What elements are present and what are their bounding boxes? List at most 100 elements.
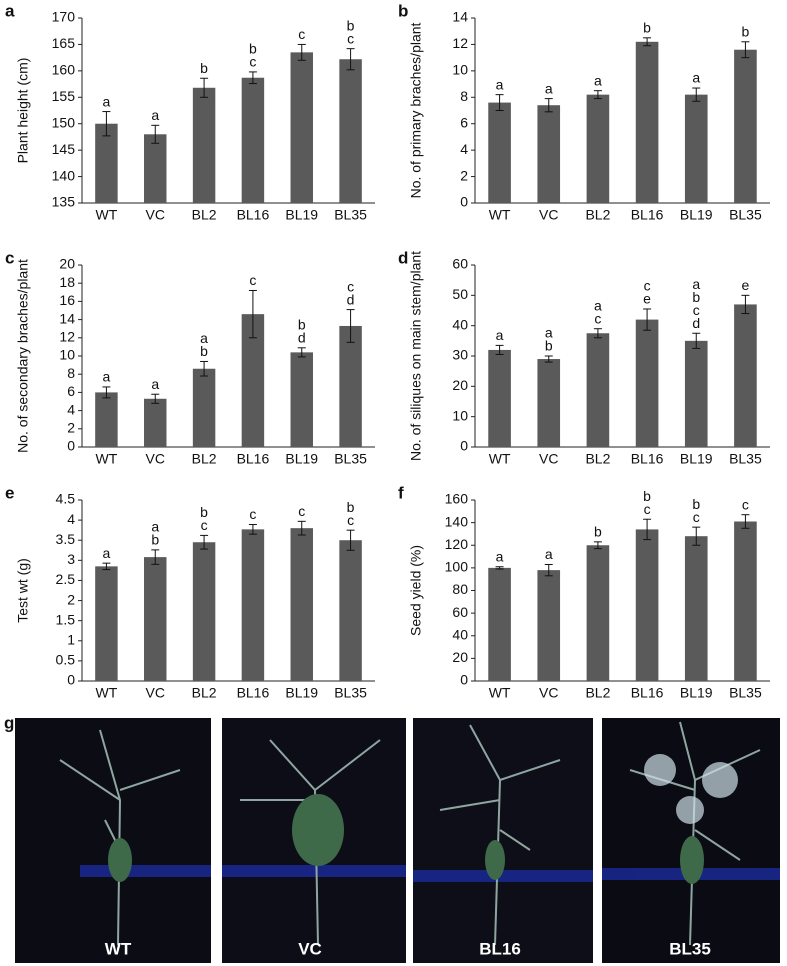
x-tick-label: VC: [146, 685, 165, 701]
bar: [586, 333, 610, 447]
error-bar: [248, 289, 257, 339]
significance-letter: b: [298, 317, 306, 333]
y-tick-label: 4: [67, 401, 75, 417]
x-tick-label: VC: [539, 207, 558, 223]
error-bar: [297, 520, 306, 536]
photo: [15, 718, 211, 963]
x-tick-label: BL35: [729, 451, 762, 467]
photo-label: BL35: [669, 939, 711, 958]
significance-letter: a: [692, 70, 700, 86]
significance-letter: a: [545, 325, 553, 341]
y-tick-label: 150: [52, 114, 76, 130]
error-bar: [692, 87, 701, 102]
y-tick-label: 140: [445, 513, 469, 529]
y-tick-label: 2: [460, 167, 468, 183]
bar: [537, 570, 561, 681]
y-tick-label: 40: [452, 316, 468, 332]
significance-letter: a: [496, 76, 504, 92]
y-tick-label: 8: [67, 365, 75, 381]
y-tick-label: 30: [452, 347, 468, 363]
significance-letter: a: [692, 276, 700, 292]
error-bar: [643, 37, 652, 47]
bar: [635, 529, 659, 681]
x-tick-label: BL35: [334, 207, 367, 223]
y-tick-label: 100: [445, 559, 469, 575]
x-tick-label: BL35: [334, 451, 367, 467]
significance-letter: b: [643, 20, 651, 36]
y-tick-label: 4.5: [56, 491, 76, 507]
y-tick-label: 1.5: [56, 611, 76, 627]
y-tick-label: 160: [445, 491, 469, 507]
significance-letter: d: [347, 291, 355, 307]
y-axis-label: Test wt (g): [15, 558, 31, 623]
significance-letter: c: [298, 503, 305, 519]
bar: [95, 123, 118, 203]
bar: [290, 352, 313, 447]
y-tick-label: 0: [460, 438, 468, 454]
x-tick-label: BL2: [192, 451, 217, 467]
significance-letter: b: [347, 499, 355, 515]
y-tick-label: 0.5: [56, 652, 76, 668]
error-bar: [741, 514, 750, 529]
error-bar: [643, 308, 652, 331]
x-tick-label: WT: [489, 207, 511, 223]
error-bar: [346, 48, 355, 71]
error-bar: [346, 309, 355, 343]
significance-letter: c: [347, 30, 354, 46]
panel-letter: d: [398, 248, 408, 267]
y-tick-label: 0: [460, 672, 468, 688]
bar: [586, 94, 610, 203]
significance-letter: b: [692, 496, 700, 512]
x-tick-label: BL16: [631, 451, 664, 467]
bar: [241, 314, 265, 447]
bar: [537, 359, 561, 447]
y-tick-label: 10: [452, 407, 468, 423]
y-tick-label: 50: [452, 286, 468, 302]
error-bar: [200, 77, 209, 98]
error-bar: [544, 98, 553, 113]
panel-letter: c: [5, 248, 14, 267]
bar: [684, 536, 708, 681]
y-axis-label: No. of secondary braches/plant: [15, 259, 31, 453]
significance-letter: c: [742, 496, 749, 512]
error-bar: [102, 562, 111, 571]
significance-letter: b: [692, 289, 700, 305]
y-tick-label: 60: [452, 256, 468, 272]
x-tick-label: BL2: [192, 685, 217, 701]
bar: [488, 102, 511, 203]
significance-letter: c: [298, 26, 305, 42]
x-tick-label: BL35: [729, 207, 762, 223]
y-tick-label: 12: [59, 329, 75, 345]
error-bar: [151, 549, 160, 565]
y-tick-label: 155: [52, 88, 76, 104]
error-bar: [151, 393, 160, 404]
y-tick-label: 3: [67, 551, 75, 567]
y-tick-label: 145: [52, 141, 76, 157]
significance-letter: a: [545, 80, 553, 96]
significance-letter: a: [200, 330, 208, 346]
bar: [339, 325, 362, 447]
significance-letter: a: [151, 519, 159, 535]
bar: [635, 319, 659, 447]
y-tick-label: 80: [452, 581, 468, 597]
x-tick-label: BL19: [285, 207, 318, 223]
y-tick-label: 0: [67, 672, 75, 688]
y-tick-label: 14: [452, 9, 468, 25]
significance-letter: c: [347, 512, 354, 528]
significance-letter: b: [151, 532, 159, 548]
error-bar: [102, 386, 111, 399]
error-bar: [643, 518, 652, 541]
y-tick-label: 120: [445, 536, 469, 552]
photo-label: BL16: [479, 939, 521, 958]
significance-letter: c: [249, 54, 256, 70]
y-tick-label: 8: [460, 88, 468, 104]
significance-letter: a: [151, 376, 159, 392]
significance-letter: c: [644, 501, 651, 517]
x-tick-label: VC: [539, 685, 558, 701]
significance-letter: e: [742, 277, 750, 293]
significance-letter: b: [742, 23, 750, 39]
bar: [144, 557, 167, 681]
x-tick-label: BL16: [631, 207, 664, 223]
error-bar: [200, 360, 209, 377]
bar: [192, 542, 216, 681]
